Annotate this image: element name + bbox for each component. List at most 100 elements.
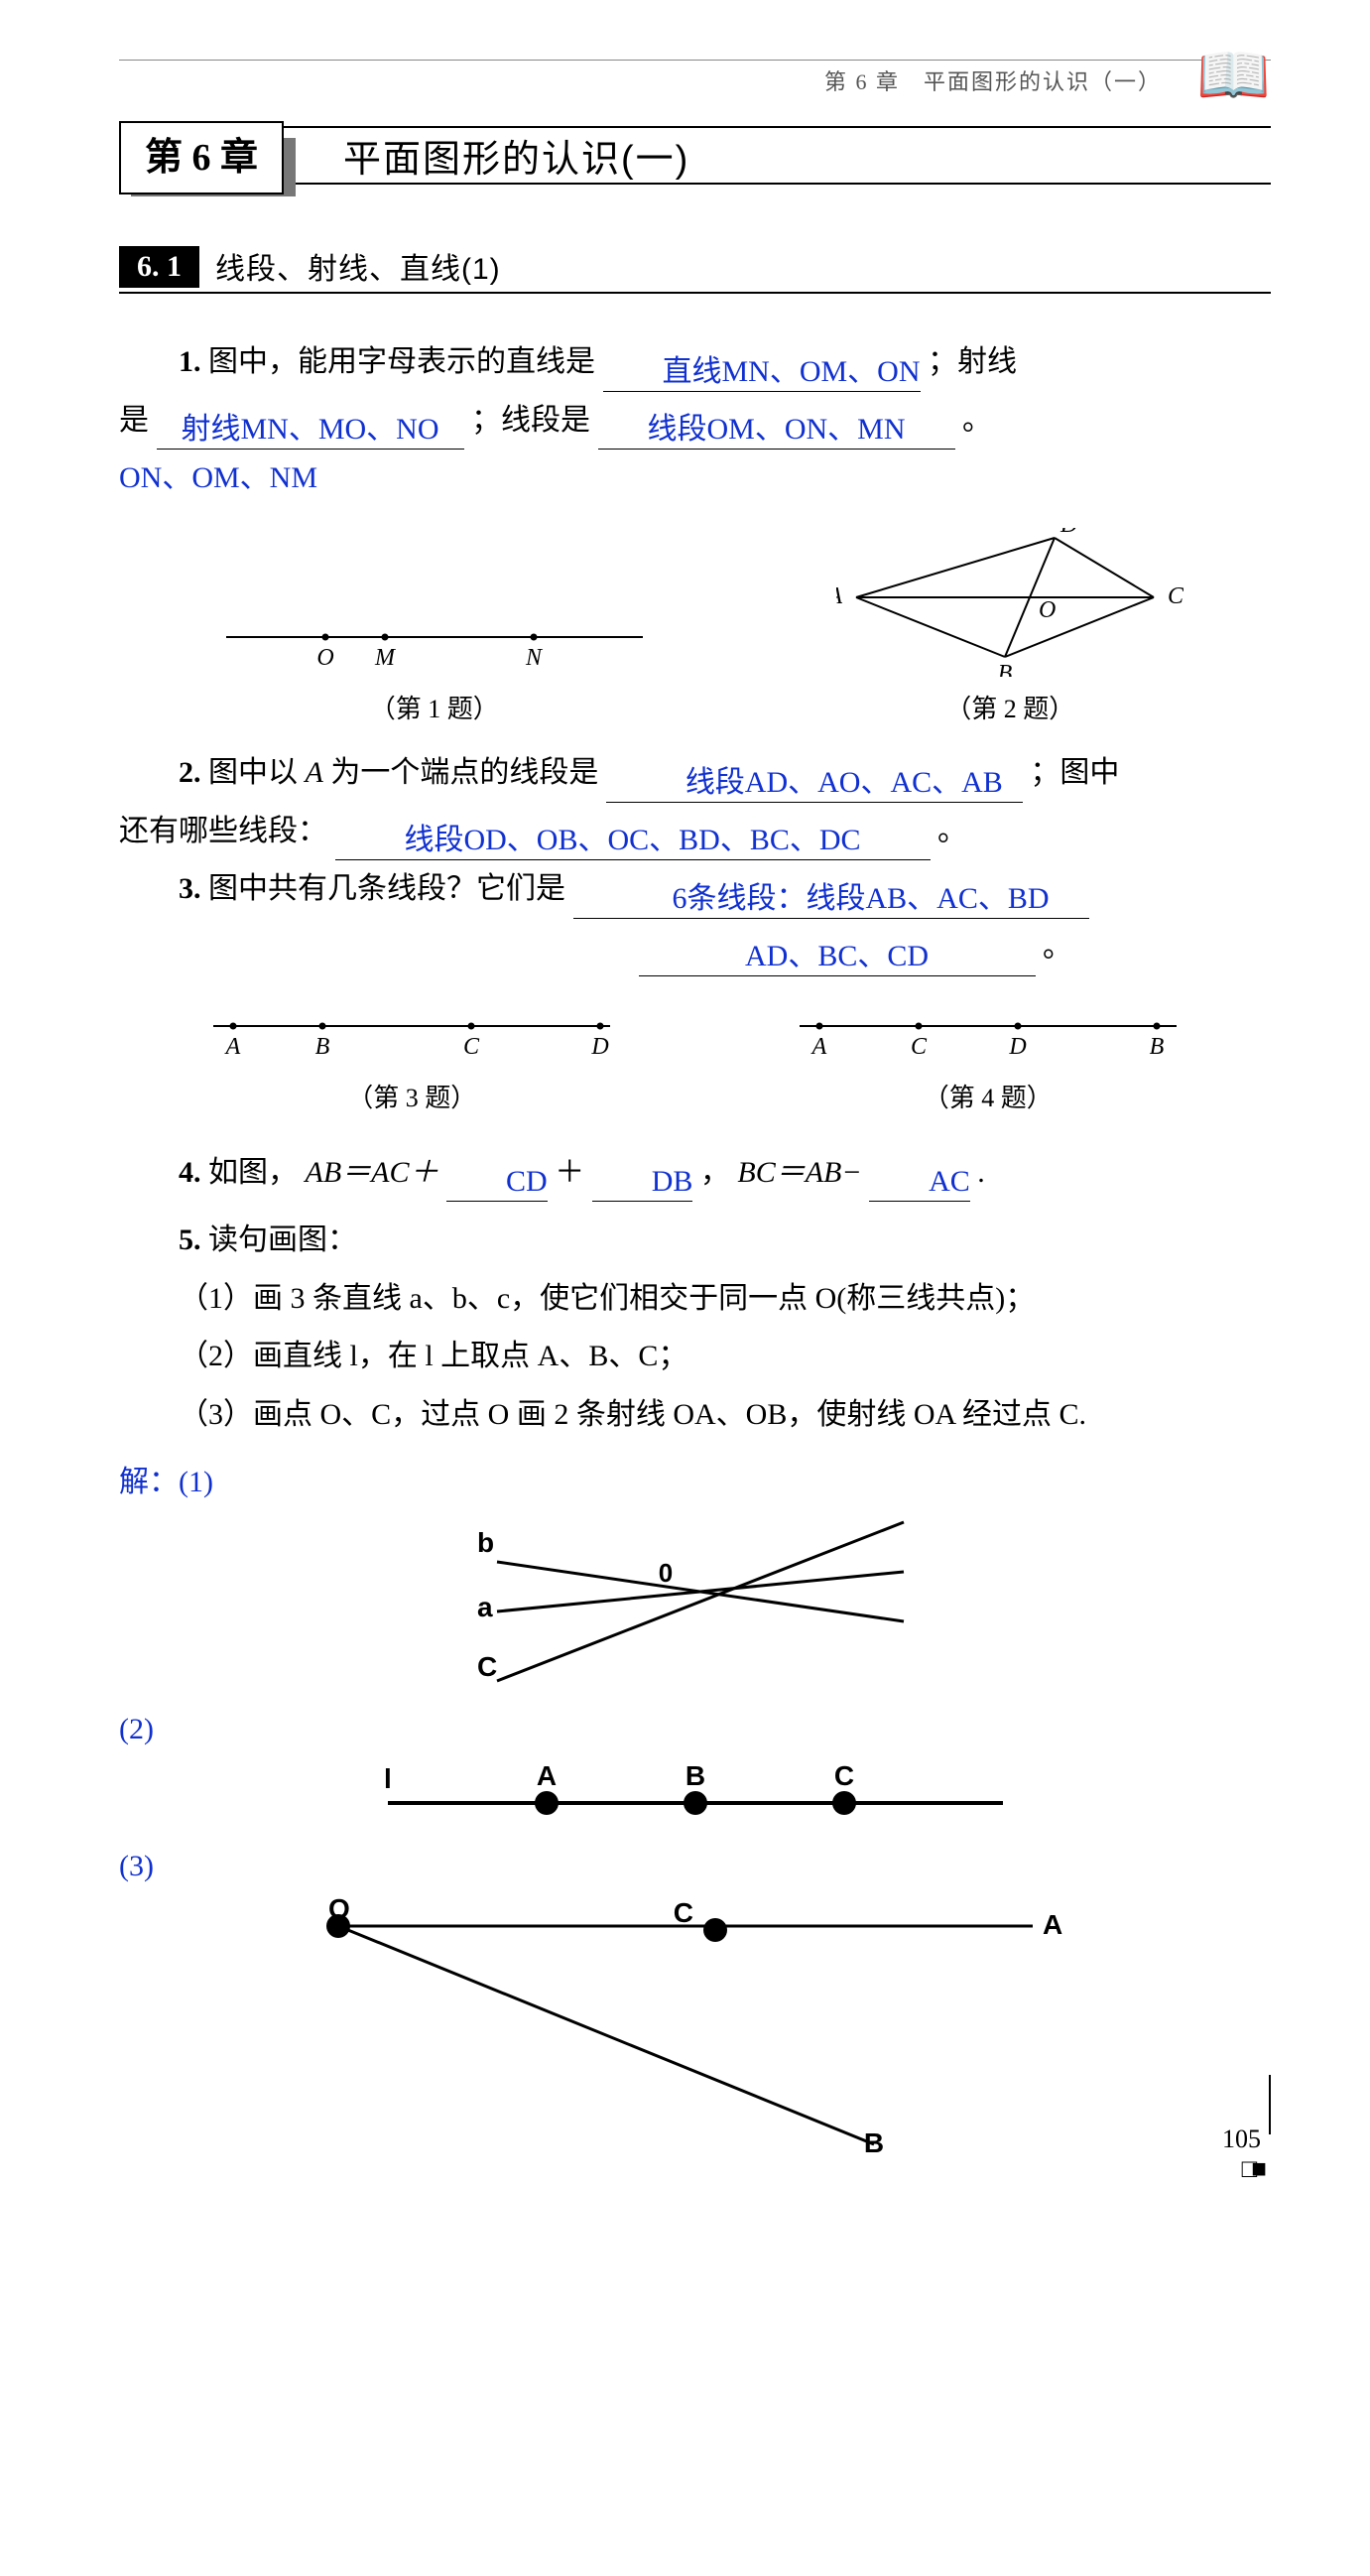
solution-figure-2: lABC: [378, 1758, 1013, 1838]
q4-pre: 如图，: [208, 1156, 298, 1189]
q1-period: 。: [962, 404, 992, 437]
q2-num: 2.: [179, 756, 201, 789]
svg-text:M: M: [374, 645, 397, 671]
q2-answer-1: 线段AD、AO、AC、AB: [685, 766, 1003, 799]
figure-row-2: A B C D （第 3 题） A C D B （第 4 题）: [119, 996, 1271, 1124]
figure-4: ACDB: [780, 996, 1196, 1066]
q1-num: 1.: [179, 345, 201, 378]
q1-answer-seg-extra: ON、OM、NM: [119, 450, 1271, 508]
q2-mid3: 还有哪些线段：: [119, 815, 327, 847]
q1-answer-seg: 线段OM、ON、MN: [647, 413, 905, 446]
q5-solution-label-2: (2): [119, 1701, 1271, 1759]
q1-answer-line: 直线MN、OM、ON: [663, 355, 921, 388]
figure-4-caption: （第 4 题）: [780, 1074, 1196, 1124]
question-3: 3. 图中共有几条线段？它们是 6条线段：线段AB、AC、BD AD、BC、CD…: [119, 860, 1271, 976]
svg-text:l: l: [384, 1763, 392, 1794]
svg-text:B: B: [863, 2127, 883, 2154]
svg-text:0: 0: [658, 1558, 672, 1588]
q4-eq1-lhs: AB＝AC＋: [306, 1156, 439, 1189]
section-bar: 6. 1 线段、射线、直线(1): [119, 244, 1271, 294]
svg-text:D: D: [1059, 528, 1077, 538]
question-4: 4. 如图， AB＝AC＋ CD ＋ DB ， BC＝AB− AC .: [119, 1144, 1271, 1203]
svg-text:D: D: [1008, 1034, 1026, 1060]
q4-period: .: [977, 1156, 985, 1189]
svg-text:O: O: [316, 645, 333, 671]
top-rule: [119, 60, 1271, 61]
figure-row-1: O M N （第 1 题） A B C D O （第 2 题）: [119, 528, 1271, 735]
q3-answer-line1: 6条线段：线段AB、AC、BD: [672, 882, 1049, 915]
svg-text:A: A: [1043, 1909, 1062, 1940]
q2-mid2: ；图中: [1030, 756, 1119, 789]
svg-text:A: A: [810, 1034, 826, 1060]
figure-2-caption: （第 2 题）: [836, 685, 1183, 735]
svg-text:C: C: [911, 1034, 928, 1060]
q1-answer-ray: 射线MN、MO、NO: [181, 413, 438, 446]
q5-head: 读句画图：: [208, 1224, 357, 1256]
q5-part-1: （1）画 3 条直线 a、b、c，使它们相交于同一点 O(称三线共点)；: [119, 1270, 1271, 1329]
q4-answer-1: CD: [506, 1165, 548, 1198]
svg-text:C: C: [477, 1651, 497, 1682]
svg-text:a: a: [477, 1592, 493, 1622]
svg-text:b: b: [477, 1527, 494, 1558]
q2-period: 。: [937, 815, 967, 847]
q4-plus: ＋: [555, 1156, 584, 1189]
svg-text:D: D: [591, 1034, 609, 1060]
svg-text:B: B: [315, 1034, 330, 1060]
q4-num: 4.: [179, 1156, 201, 1189]
section-title: 线段、射线、直线(1): [215, 244, 501, 288]
svg-text:A: A: [224, 1034, 241, 1060]
figure-1-caption: （第 1 题）: [206, 685, 663, 735]
running-head: 第 6 章 平面图形的认识（一）: [119, 64, 1271, 96]
q2-mid1: 为一个端点的线段是: [330, 756, 598, 789]
svg-text:O: O: [328, 1896, 350, 1924]
q3-num: 3.: [179, 872, 201, 905]
q3-answer-line2: AD、BC、CD: [745, 940, 929, 972]
question-2: 2. 图中以 A 为一个端点的线段是 线段AD、AO、AC、AB ；图中 还有哪…: [119, 744, 1271, 860]
svg-text:C: C: [1168, 583, 1183, 609]
q5-solution-label-3: (3): [119, 1838, 1271, 1896]
figure-1: OMN: [206, 597, 663, 677]
svg-text:C: C: [463, 1034, 480, 1060]
svg-text:C: C: [673, 1897, 692, 1928]
figure-3: A B C D: [193, 996, 630, 1066]
book-icon: 📖: [1196, 40, 1271, 110]
chapter-number: 第 6 章: [119, 121, 284, 194]
question-5: 5. 读句画图： （1）画 3 条直线 a、b、c，使它们相交于同一点 O(称三…: [119, 1212, 1271, 2154]
q5-part-3: （3）画点 O、C，过点 O 画 2 条射线 OA、OB，使射线 OA 经过点 …: [119, 1386, 1271, 1445]
figure-2: A B C D O: [836, 528, 1183, 677]
question-1: 1. 图中，能用字母表示的直线是 直线MN、OM、ON ；射线 是 射线MN、M…: [119, 333, 1271, 508]
q1-text-mid1: ；射线: [928, 345, 1017, 378]
q2-A: A: [306, 756, 323, 789]
svg-text:C: C: [833, 1760, 853, 1791]
svg-text:O: O: [1039, 597, 1056, 623]
svg-text:B: B: [685, 1760, 704, 1791]
q3-pre: 图中共有几条线段？它们是: [208, 872, 565, 905]
solution-figure-3: O C A B: [318, 1896, 1072, 2154]
chapter-title: 平面图形的认识(一): [284, 126, 1271, 185]
q1-text-mid2: ；线段是: [471, 404, 590, 437]
q1-text-mid1b: 是: [119, 404, 149, 437]
solution-figure-1: 0 b aC: [467, 1512, 924, 1701]
svg-text:A: A: [536, 1760, 556, 1791]
q1-text-pre: 图中，能用字母表示的直线是: [208, 345, 595, 378]
q3-period: 。: [1043, 931, 1072, 964]
q2-pre: 图中以: [208, 756, 306, 789]
svg-text:A: A: [836, 583, 842, 609]
q4-answer-3: AC: [929, 1165, 970, 1198]
section-number: 6. 1: [119, 246, 199, 288]
q4-comma: ，: [700, 1156, 730, 1189]
svg-text:B: B: [1149, 1034, 1164, 1060]
q4-answer-2: DB: [652, 1165, 693, 1198]
page-number-value: 105: [1222, 2125, 1261, 2153]
page-number-marks: □■: [1242, 2154, 1261, 2183]
figure-3-caption: （第 3 题）: [193, 1074, 630, 1124]
svg-text:B: B: [998, 661, 1013, 677]
q5-num: 5.: [179, 1224, 201, 1256]
page-number: 105 □■: [1222, 2125, 1261, 2184]
page-number-rule: [1269, 2075, 1271, 2134]
q4-eq2-lhs: BC＝AB−: [737, 1156, 861, 1189]
q5-part-2: （2）画直线 l，在 l 上取点 A、B、C；: [119, 1328, 1271, 1386]
q5-solution-label-1: 解：(1): [119, 1454, 1271, 1512]
chapter-bar: 第 6 章 平面图形的认识(一): [119, 126, 1271, 185]
svg-text:N: N: [525, 645, 544, 671]
